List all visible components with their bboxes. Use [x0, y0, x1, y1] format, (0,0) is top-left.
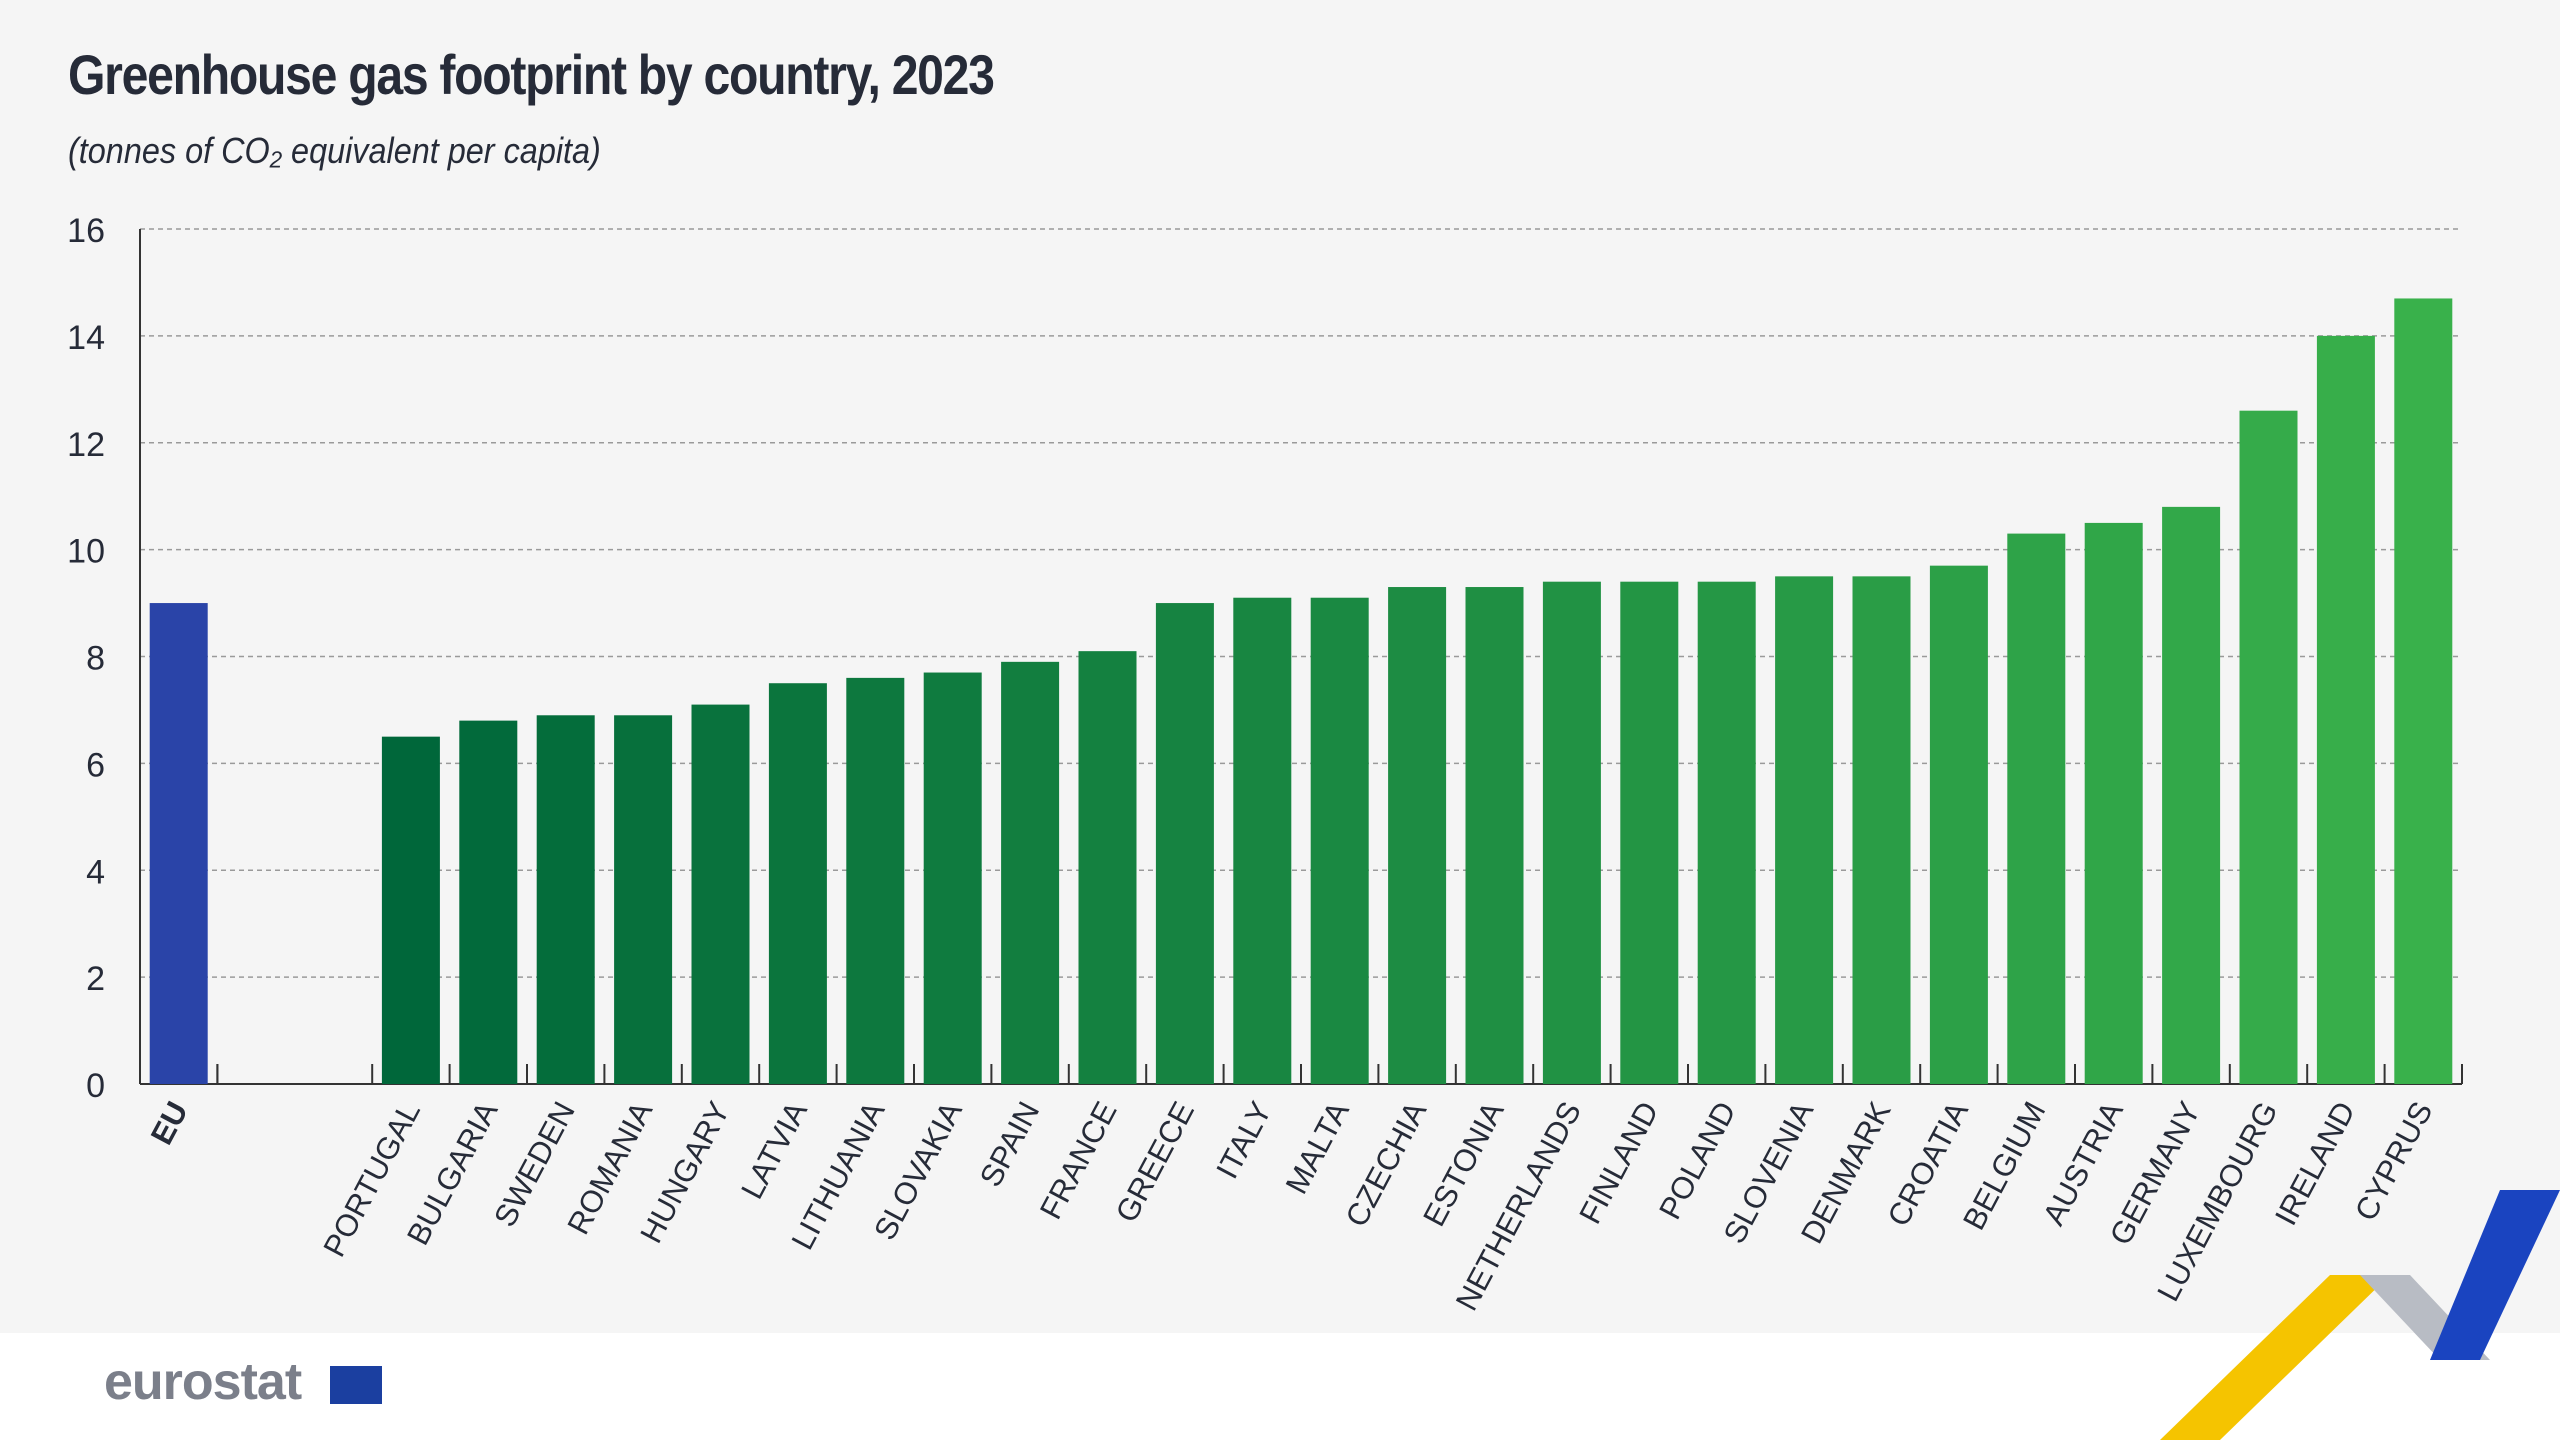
bar-germany	[2162, 506, 2221, 1084]
bar-portugal	[381, 736, 440, 1084]
bar-italy	[1233, 597, 1292, 1084]
eu-flag-icon	[330, 1366, 382, 1404]
y-tick-label: 8	[86, 640, 105, 678]
bar-czechia	[1388, 587, 1447, 1084]
bar-eu	[149, 603, 208, 1084]
eurostat-logo: eurostat	[104, 1353, 302, 1411]
footer	[0, 1333, 2560, 1440]
x-tick-label: GREECE	[1109, 1096, 1201, 1228]
bar-finland	[1620, 581, 1679, 1084]
y-tick-label: 12	[67, 426, 105, 464]
bar-bulgaria	[459, 720, 518, 1084]
decorative-ribbon-icon	[2160, 1190, 2560, 1440]
bar-greece	[1155, 603, 1214, 1084]
y-tick-label: 6	[86, 746, 105, 784]
bar-austria	[2084, 522, 2143, 1084]
y-tick-label: 14	[67, 319, 105, 357]
bar-latvia	[768, 683, 827, 1084]
x-tick-label: FRANCE	[1033, 1096, 1124, 1225]
y-tick-label: 2	[86, 960, 105, 998]
bar-ireland	[2316, 335, 2375, 1084]
bar-sweden	[536, 715, 595, 1084]
chart-title: Greenhouse gas footprint by country, 202…	[68, 43, 995, 106]
y-tick-label: 10	[67, 533, 105, 571]
bar-slovenia	[1775, 576, 1834, 1084]
x-tick-label: MALTA	[1279, 1096, 1356, 1200]
bar-croatia	[1929, 565, 1988, 1084]
x-tick-label: POLAND	[1652, 1096, 1743, 1225]
bar-estonia	[1465, 587, 1524, 1084]
y-tick-label: 16	[67, 212, 105, 250]
x-tick-label: EU	[144, 1096, 195, 1150]
bar-luxembourg	[2239, 410, 2298, 1084]
x-tick-label: FINLAND	[1572, 1096, 1665, 1230]
bar-hungary	[691, 704, 750, 1084]
bar-netherlands	[1542, 581, 1601, 1084]
bar-poland	[1697, 581, 1756, 1084]
bar-spain	[1001, 661, 1060, 1084]
x-tick-label: LATVIA	[734, 1096, 814, 1205]
bar-denmark	[1852, 576, 1911, 1084]
chart-subtitle: (tonnes of CO₂ equivalent per capita)	[68, 130, 601, 171]
bar-romania	[614, 715, 673, 1084]
x-tick-label: SPAIN	[973, 1096, 1047, 1193]
x-tick-label: ITALY	[1209, 1096, 1278, 1184]
bar-slovakia	[923, 672, 982, 1084]
bar-lithuania	[846, 677, 905, 1084]
y-tick-label: 4	[86, 853, 105, 891]
y-tick-label: 0	[86, 1067, 105, 1105]
bar-belgium	[2007, 533, 2066, 1084]
bar-malta	[1310, 597, 1369, 1084]
bar-cyprus	[2394, 298, 2453, 1084]
bar-france	[1078, 651, 1137, 1084]
